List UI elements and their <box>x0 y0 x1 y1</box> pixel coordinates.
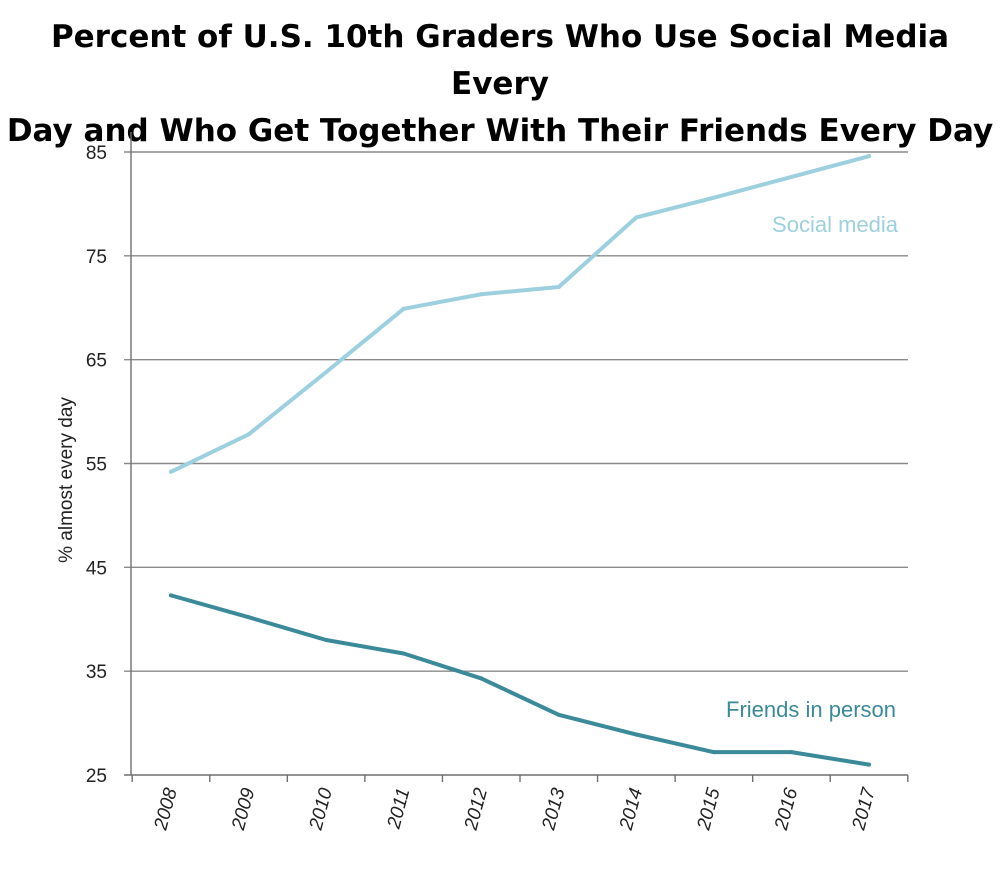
gridlines <box>124 151 908 776</box>
y-tick-label-35: 35 <box>86 662 107 683</box>
series-lines <box>169 154 871 767</box>
data-point-friends-in-person-2009 <box>246 615 251 620</box>
y-tick-label-65: 65 <box>86 351 107 372</box>
series-line-social-media <box>169 154 871 474</box>
x-tick-label-2010: 2010 <box>305 785 337 833</box>
data-point-social-media-2010 <box>324 370 329 375</box>
data-point-friends-in-person-2017 <box>867 762 871 767</box>
data-point-social-media-2016 <box>789 174 794 179</box>
x-tick-label-2011: 2011 <box>383 786 414 832</box>
series-line-friends-in-person <box>169 593 871 767</box>
y-tick-labels: 25 35 45 55 65 75 85 <box>86 143 107 787</box>
x-tick-label-2012: 2012 <box>461 785 493 833</box>
y-tick-label-75: 75 <box>86 247 107 268</box>
x-tick-label-2014: 2014 <box>616 786 647 833</box>
data-point-social-media-2012 <box>479 292 484 297</box>
data-point-friends-in-person-2013 <box>556 712 561 717</box>
data-point-friends-in-person-2015 <box>711 750 716 755</box>
data-point-social-media-2014 <box>634 215 639 220</box>
x-tick-label-2016: 2016 <box>771 785 803 833</box>
y-axis-title: % almost every day <box>56 397 77 563</box>
series-label-social-media: Social media <box>772 212 899 237</box>
chart-title-line-2: Day and Who Get Together With Their Frie… <box>6 113 994 149</box>
data-point-social-media-2011 <box>401 306 406 311</box>
y-tick-label-45: 45 <box>86 558 107 579</box>
axes <box>130 132 909 782</box>
x-tick-label-2013: 2013 <box>538 785 570 833</box>
data-point-social-media-2015 <box>711 195 716 200</box>
chart-title-line-1: Percent of U.S. 10th Graders Who Use Soc… <box>50 19 950 102</box>
x-tick-label-2009: 2009 <box>228 785 260 833</box>
data-point-friends-in-person-2011 <box>401 651 406 656</box>
chart-title: Percent of U.S. 10th Graders Who Use Soc… <box>0 14 1000 155</box>
y-tick-label-25: 25 <box>86 766 107 787</box>
data-point-friends-in-person-2010 <box>324 638 329 643</box>
y-tick-label-55: 55 <box>86 455 107 476</box>
data-point-friends-in-person-2016 <box>789 750 794 755</box>
x-tick-label-2015: 2015 <box>693 785 725 833</box>
x-tick-label-2008: 2008 <box>150 785 182 833</box>
x-tick-labels: 2008 2009 2010 2011 2012 2013 2014 2015 2016 2017 <box>150 784 880 833</box>
x-tick-label-2017: 2017 <box>848 784 880 833</box>
series-label-friends-in-person: Friends in person <box>726 697 896 722</box>
data-point-social-media-2013 <box>556 284 561 289</box>
y-tick-label-85: 85 <box>86 143 107 164</box>
data-point-friends-in-person-2012 <box>479 676 484 681</box>
data-point-friends-in-person-2014 <box>634 732 639 737</box>
data-point-social-media-2017 <box>867 154 871 159</box>
data-point-friends-in-person-2008 <box>169 593 173 598</box>
data-point-social-media-2009 <box>246 432 251 437</box>
data-point-social-media-2008 <box>169 469 173 474</box>
